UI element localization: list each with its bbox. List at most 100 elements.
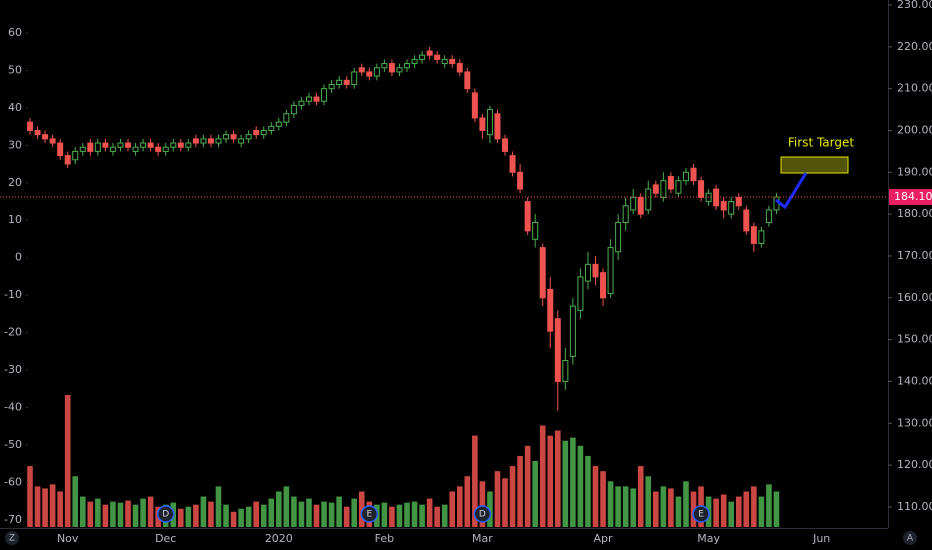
candle-body — [743, 209, 750, 232]
volume-bar — [622, 486, 629, 527]
volume-bar — [690, 491, 697, 527]
volume-bar — [607, 481, 614, 527]
volume-bar — [238, 508, 244, 527]
y-tick-label: 140.00 — [897, 374, 932, 387]
volume-bar — [245, 506, 252, 527]
volume-bar — [766, 484, 772, 527]
x-tick-label: Jun — [812, 532, 830, 545]
volume-bar — [539, 425, 546, 527]
volume-bar — [751, 486, 757, 527]
candle-body — [351, 71, 358, 85]
candle-body — [230, 134, 237, 140]
volume-bar — [125, 500, 131, 527]
candle-body — [713, 188, 720, 207]
candle-body — [109, 146, 116, 152]
candle-body — [456, 63, 463, 73]
candle-body — [87, 142, 94, 152]
candle-body — [275, 121, 282, 127]
volume-bar — [547, 435, 554, 527]
volume-bar — [208, 501, 214, 527]
y-tick-label: 210.00 — [897, 82, 932, 95]
annotation: First Target — [788, 136, 854, 150]
x-tick-label: 2020 — [265, 532, 293, 545]
volume-bar — [321, 501, 327, 527]
right-button-label[interactable]: A — [907, 534, 914, 544]
volume-bar — [668, 488, 674, 527]
volume-bar — [441, 504, 448, 527]
volume-bar — [532, 461, 538, 527]
y-tick-label: 110.00 — [897, 500, 932, 513]
candle-body — [253, 129, 260, 136]
candle-body — [223, 134, 230, 140]
candle-body — [750, 226, 757, 244]
candle-body — [117, 142, 124, 148]
volume-bar — [313, 504, 320, 527]
volume-bar — [223, 504, 229, 527]
candle-body — [298, 100, 305, 106]
volume-bar — [291, 496, 297, 527]
volume-bar — [404, 502, 410, 527]
candle-body — [735, 196, 742, 207]
candle-body — [615, 222, 622, 253]
volume-bar — [79, 496, 86, 527]
volume-bar — [64, 395, 71, 527]
left-button[interactable] — [5, 531, 19, 545]
y-tick-label: 180.00 — [897, 207, 932, 220]
candle-body — [94, 142, 101, 152]
candle-body — [366, 71, 373, 77]
candle-body — [192, 138, 199, 144]
x-tick-label: Mar — [472, 532, 493, 545]
y2-tick-label: 40 — [8, 101, 22, 114]
candle-body — [305, 96, 312, 102]
candle-body — [419, 54, 426, 60]
candle-body — [532, 222, 539, 240]
candle-body — [260, 129, 267, 136]
y2-tick-label: -30 — [4, 363, 22, 376]
volume-bar — [358, 491, 365, 527]
x-tick-label: Apr — [594, 532, 614, 545]
volume-bar — [351, 498, 358, 527]
volume-bar — [411, 501, 418, 527]
candle-body — [162, 146, 169, 152]
y2-tick-label: 10 — [8, 213, 22, 226]
volume-bar — [102, 504, 109, 527]
volume-bar — [479, 481, 486, 527]
volume-bar — [215, 486, 222, 527]
candle-body — [660, 180, 667, 198]
right-button[interactable] — [903, 531, 917, 545]
candle-body — [381, 63, 388, 69]
left-button-label[interactable]: Z — [9, 534, 15, 544]
candle-body — [57, 142, 64, 157]
volume-bar — [260, 504, 267, 527]
volume-bar — [449, 491, 456, 527]
candle-body — [652, 184, 659, 194]
y2-tick-label: -40 — [4, 401, 22, 414]
volume-bar — [42, 488, 48, 527]
event-marker — [473, 505, 492, 523]
candle-body — [630, 196, 637, 211]
candle-body — [185, 142, 192, 148]
candle-body — [147, 142, 154, 148]
candle-body — [758, 230, 765, 244]
candle-body — [600, 272, 607, 299]
candle-body — [343, 79, 350, 85]
candle-body — [313, 96, 320, 102]
candle-body — [509, 155, 516, 173]
event-label: D — [162, 510, 169, 520]
candle-body — [200, 138, 207, 144]
y2-tick-label: 60 — [8, 26, 22, 39]
volume-bar — [185, 506, 192, 527]
x-tick-label: May — [697, 532, 720, 545]
candle-body — [49, 138, 56, 144]
volume-bar — [675, 496, 682, 527]
volume-bar — [555, 430, 561, 527]
candle-body — [79, 146, 86, 152]
volume-bar — [110, 501, 116, 527]
candle-body — [328, 83, 335, 90]
volume-bar — [193, 504, 199, 527]
candle-body — [64, 155, 71, 165]
volume-bar — [49, 484, 56, 527]
